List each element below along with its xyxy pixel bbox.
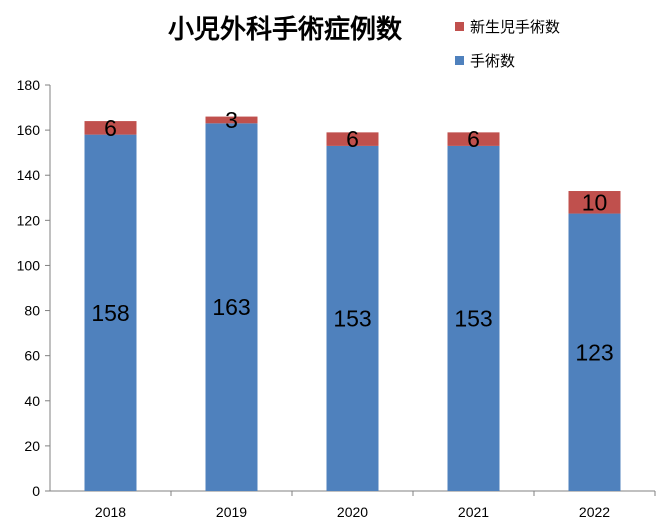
x-tick-label: 2022 [579, 504, 610, 520]
y-tick-label: 140 [17, 167, 41, 183]
bar-segment-surgery-2019 [205, 123, 258, 491]
x-tick-label: 2019 [216, 504, 247, 520]
legend-label-surgery: 手術数 [470, 52, 515, 70]
bar-segment-neonatal-2019 [205, 116, 258, 124]
legend: 新生児手術数 手術数 [455, 18, 560, 70]
y-tick-label: 60 [24, 348, 40, 364]
data-label-surgery-2018: 158 [91, 300, 129, 326]
data-label-surgery-2020: 153 [333, 305, 371, 331]
y-tick-label: 160 [17, 122, 41, 138]
bar-segment-surgery-2021 [447, 145, 500, 491]
data-label-neonatal-2020: 6 [346, 126, 359, 152]
y-tick-label: 0 [32, 483, 40, 499]
bar-segment-neonatal-2020 [326, 132, 379, 146]
bar-segment-surgery-2022 [568, 213, 621, 492]
data-label-surgery-2022: 123 [575, 339, 613, 365]
y-tick-label: 120 [17, 212, 41, 228]
x-ticks: 2018 2019 2020 2021 2022 [95, 491, 656, 520]
data-label-surgery-2019: 163 [212, 294, 250, 320]
y-tick-label: 80 [24, 303, 40, 319]
y-tick-label: 100 [17, 257, 41, 273]
y-tick-label: 40 [24, 393, 40, 409]
data-label-surgery-2021: 153 [454, 305, 492, 331]
y-ticks: 0 20 40 60 80 100 120 140 160 180 [17, 77, 50, 499]
x-tick-label: 2020 [337, 504, 368, 520]
bar-segment-neonatal-2022 [568, 191, 621, 214]
bar-segment-surgery-2020 [326, 145, 379, 491]
bar-segment-surgery-2018 [84, 134, 137, 491]
x-tick-label: 2021 [458, 504, 489, 520]
x-tick-label: 2018 [95, 504, 126, 520]
chart-title: 小児外科手術症例数 [168, 14, 403, 45]
legend-swatch-surgery [455, 56, 464, 65]
y-tick-label: 180 [17, 77, 41, 93]
data-label-neonatal-2018: 6 [104, 115, 117, 141]
data-label-neonatal-2021: 6 [467, 126, 480, 152]
bars: 158 6 163 3 153 6 153 6 123 10 [84, 107, 621, 492]
bar-segment-neonatal-2021 [447, 132, 500, 146]
legend-label-neonatal: 新生児手術数 [470, 18, 560, 36]
data-label-neonatal-2019: 3 [225, 107, 238, 133]
legend-swatch-neonatal [455, 22, 464, 31]
bar-segment-neonatal-2018 [84, 121, 137, 135]
y-tick-label: 20 [24, 438, 40, 454]
data-label-neonatal-2022: 10 [582, 189, 608, 215]
